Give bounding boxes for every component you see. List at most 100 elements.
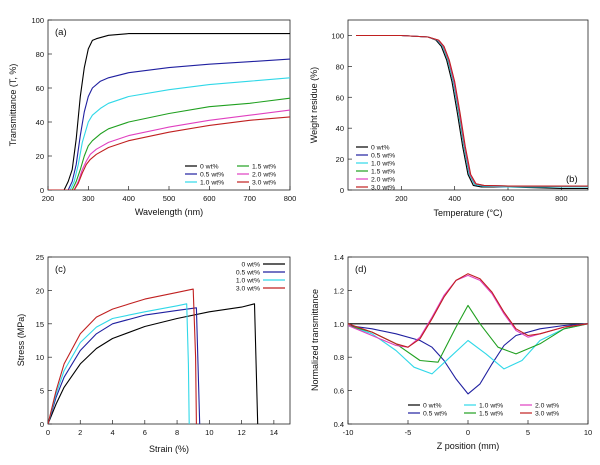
legend-label: 0.5 wt% [200,172,224,179]
series-line-1-0-wt- [348,323,588,375]
x-axis-label: Temperature (°C) [433,208,502,218]
x-tick-label: 6 [143,428,147,437]
y-tick-label: 60 [336,93,344,102]
y-tick-label: 80 [36,50,44,59]
panel-label: (d) [355,264,367,275]
series-line-1-5-wt- [48,97,290,190]
legend-label: 0.5 wt% [236,270,260,277]
x-tick-label: 8 [175,428,179,437]
y-tick-label: 1.4 [334,253,344,262]
y-tick-label: 40 [36,118,44,127]
series-line-3-0-wt- [48,116,290,190]
x-tick-label: 400 [448,194,461,203]
panel-label: (a) [55,27,67,38]
y-tick-label: 0.4 [334,420,344,429]
panel-1-chart: 200 300 400 500 600 700 800 0 20 40 60 80 100 Wavelen… [8,16,296,217]
panel-label: (b) [566,174,578,185]
legend-label: 1.5 wt% [479,411,503,418]
legend-label: 0 wt% [241,262,260,269]
y-tick-label: 1.2 [334,286,344,295]
x-axis-label: Z position (mm) [437,441,500,451]
y-tick-label: 100 [331,31,344,40]
legend-label: 2.0 wt% [371,177,395,184]
x-tick-label: 800 [555,194,568,203]
panel-label: (c) [55,264,66,275]
y-tick-label: 15 [36,320,44,329]
series-line-1-0-wt- [48,303,190,424]
x-tick-label: 700 [243,194,256,203]
x-axis-label: Strain (%) [149,444,189,454]
x-tick-label: 12 [237,428,245,437]
legend-label: 1.0 wt% [479,403,503,410]
legend: 0 wt% 1.0 wt% 2.0 wt% 0.5 wt% 1.5 wt% 3.0 wt% [408,403,559,418]
legend: 0 wt%0.5 wt%1.0 wt%1.5 wt%2.0 wt%3.0 wt% [356,145,395,192]
x-tick-label: 4 [110,428,114,437]
x-axis-label: Wavelength (nm) [135,207,203,217]
series-line-1-0-wt- [48,77,290,190]
y-axis-label: Weight residue (%) [309,67,319,143]
legend-label: 1.0 wt% [371,161,395,168]
x-tick-label: 200 [42,194,55,203]
x-tick-label: 2 [78,428,82,437]
legend-label: 3.0 wt% [252,180,276,187]
legend-label: 0.5 wt% [423,411,447,418]
y-tick-label: 80 [336,62,344,71]
panel-3-chart: 0 2 4 6 8 10 12 14 0 5 10 15 20 25 Strain (%) Stress (M… [16,253,291,454]
x-tick-label: -10 [343,428,354,437]
x-tick-label: 400 [122,194,135,203]
y-tick-label: 60 [36,84,44,93]
x-tick-label: 10 [205,428,213,437]
legend: 0 wt% 1.5 wt% 0.5 wt% 2.0 wt% 1.0 wt% 3.0 wt% [185,164,276,187]
series-line-2-0-wt- [48,109,290,190]
x-tick-label: 0 [466,428,470,437]
y-tick-label: 40 [336,124,344,133]
x-tick-label: 300 [82,194,95,203]
legend-label: 1.5 wt% [252,164,276,171]
series-line-3-0-wt- [348,273,588,348]
x-tick-label: 0 [46,428,50,437]
x-tick-label: 600 [203,194,216,203]
y-tick-label: 0 [340,186,344,195]
legend-label: 2.0 wt% [535,403,559,410]
legend-label: 0 wt% [371,145,390,152]
x-tick-label: 10 [584,428,592,437]
series-line-0-wt- [48,33,290,190]
y-tick-label: 0.8 [334,353,344,362]
series-line-1-5-wt- [348,304,588,363]
legend-label: 0.5 wt% [371,153,395,160]
legend-label: 0 wt% [200,164,219,171]
series-line-0-wt- [48,303,259,424]
legend-label: 1.0 wt% [200,180,224,187]
legend: 0 wt%0.5 wt%1.0 wt%3.0 wt% [236,262,285,293]
x-tick-label: 5 [526,428,530,437]
y-tick-label: 20 [336,155,344,164]
y-tick-label: 20 [36,152,44,161]
y-axis-label: Stress (MPa) [16,314,26,367]
y-tick-label: 25 [36,253,44,262]
legend-label: 1.5 wt% [371,169,395,176]
y-tick-label: 1.0 [334,320,344,329]
plot-frame [347,19,589,191]
series-line-0-5-wt- [48,307,201,424]
y-tick-label: 10 [36,353,44,362]
y-axis-label: Transmittance (T, %) [8,64,18,147]
x-tick-label: -5 [405,428,412,437]
legend-label: 3.0 wt% [371,185,395,192]
x-tick-label: 500 [163,194,176,203]
y-tick-label: 5 [40,387,44,396]
y-axis-label: Normalized transmittance [310,289,320,391]
y-tick-label: 0 [40,186,44,195]
panel-2-chart: 200 400 600 800 0 20 40 60 80 100 Temperature (°C)… [309,19,589,218]
legend-label: 3.0 wt% [236,286,260,293]
series-line-0-5-wt- [348,323,588,395]
series-line-3-0-wt- [356,34,588,187]
y-tick-label: 100 [31,16,44,25]
series-line-3-0-wt- [48,288,197,424]
legend-label: 1.0 wt% [236,278,260,285]
y-tick-label: 20 [36,286,44,295]
panel-4-chart: -10 -5 0 5 10 0.4 0.6 0.8 1.0 1.2 1.4 Z position (m… [310,253,592,451]
x-tick-label: 600 [502,194,515,203]
series-line-0-5-wt- [48,58,290,190]
x-tick-label: 200 [395,194,408,203]
